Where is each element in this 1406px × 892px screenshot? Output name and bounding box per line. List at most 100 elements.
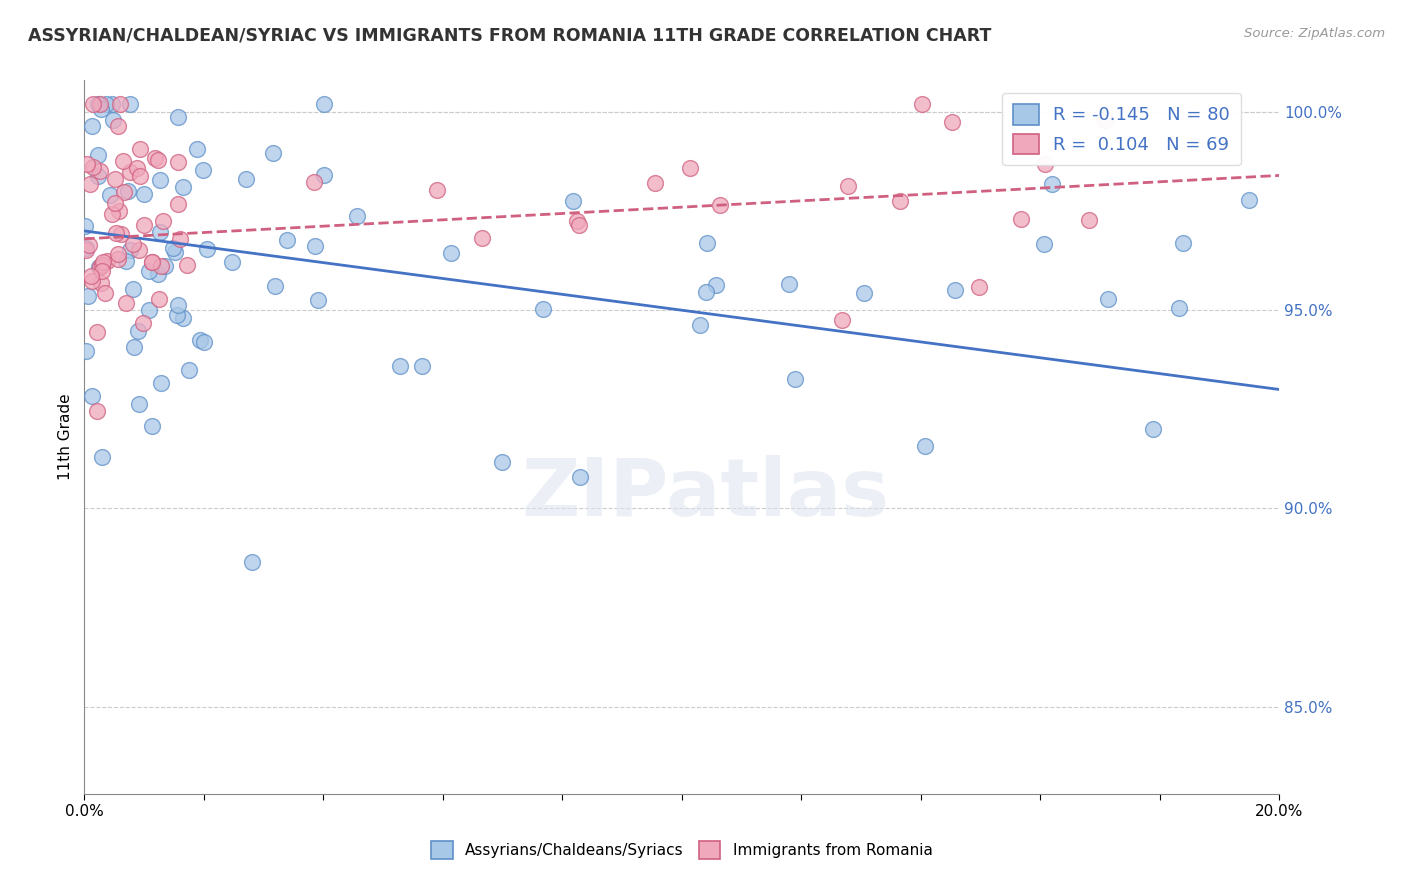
Point <box>911 97 934 112</box>
Point <box>115 253 138 268</box>
Point <box>152 214 174 228</box>
Point <box>149 376 172 391</box>
Point <box>1033 237 1056 252</box>
Point <box>167 298 190 312</box>
Point <box>1094 112 1116 127</box>
Point <box>82 97 104 112</box>
Point <box>96 254 118 268</box>
Point <box>107 246 129 260</box>
Point <box>122 236 145 251</box>
Point <box>80 268 103 283</box>
Point <box>128 243 150 257</box>
Point <box>568 469 591 483</box>
Point <box>941 115 963 129</box>
Point <box>889 194 911 208</box>
Point <box>77 289 100 303</box>
Point <box>262 146 284 161</box>
Point <box>568 219 591 233</box>
Point <box>778 277 800 291</box>
Legend: Assyrians/Chaldeans/Syriacs, Immigrants from Romania: Assyrians/Chaldeans/Syriacs, Immigrants … <box>425 835 939 864</box>
Point <box>426 183 449 197</box>
Point <box>134 187 156 202</box>
Point <box>127 324 149 338</box>
Point <box>411 359 433 373</box>
Y-axis label: 11th Grade: 11th Grade <box>58 393 73 481</box>
Point <box>565 214 588 228</box>
Point <box>104 196 127 211</box>
Point <box>75 243 97 257</box>
Text: ZIPatlas: ZIPatlas <box>522 455 890 533</box>
Point <box>696 235 718 250</box>
Point <box>172 180 194 194</box>
Point <box>80 274 103 288</box>
Point <box>1097 292 1119 306</box>
Point <box>115 296 138 310</box>
Point <box>105 227 128 241</box>
Point <box>179 362 201 376</box>
Point <box>166 110 188 124</box>
Point <box>138 302 160 317</box>
Point <box>86 97 108 112</box>
Point <box>169 232 191 246</box>
Point <box>75 344 97 359</box>
Point <box>967 280 990 294</box>
Point <box>132 316 155 330</box>
Point <box>1033 157 1056 171</box>
Point <box>100 97 122 112</box>
Point <box>86 404 108 418</box>
Point <box>644 177 666 191</box>
Point <box>108 204 131 219</box>
Point <box>704 277 727 292</box>
Point <box>150 259 173 273</box>
Point <box>104 172 127 186</box>
Point <box>91 255 114 269</box>
Point <box>146 153 169 167</box>
Point <box>141 255 163 269</box>
Point <box>167 197 190 211</box>
Point <box>914 439 936 453</box>
Point <box>312 169 335 183</box>
Point <box>389 359 412 374</box>
Point <box>134 218 156 232</box>
Point <box>141 418 163 433</box>
Point <box>695 285 717 299</box>
Point <box>561 194 583 209</box>
Point <box>1237 193 1260 207</box>
Point <box>852 285 875 300</box>
Point <box>440 246 463 260</box>
Point <box>82 389 104 403</box>
Point <box>143 151 166 165</box>
Point <box>263 278 285 293</box>
Point <box>108 97 131 112</box>
Point <box>91 450 114 464</box>
Point <box>276 233 298 247</box>
Point <box>117 184 139 198</box>
Point <box>302 175 325 189</box>
Point <box>107 252 129 266</box>
Point <box>118 165 141 179</box>
Text: Source: ZipAtlas.com: Source: ZipAtlas.com <box>1244 27 1385 40</box>
Point <box>122 340 145 354</box>
Point <box>240 555 263 569</box>
Point <box>141 255 163 269</box>
Point <box>193 334 215 349</box>
Point <box>138 263 160 277</box>
Point <box>689 318 711 332</box>
Point <box>1167 301 1189 315</box>
Point <box>709 198 731 212</box>
Point <box>75 241 97 255</box>
Point <box>221 255 243 269</box>
Point <box>679 161 702 176</box>
Point <box>89 164 111 178</box>
Point <box>148 292 170 306</box>
Point <box>837 179 859 194</box>
Point <box>149 225 172 239</box>
Point <box>101 112 124 127</box>
Point <box>235 172 257 186</box>
Point <box>122 282 145 296</box>
Point <box>146 267 169 281</box>
Point <box>98 188 121 202</box>
Point <box>1171 235 1194 250</box>
Point <box>304 239 326 253</box>
Point <box>186 142 208 156</box>
